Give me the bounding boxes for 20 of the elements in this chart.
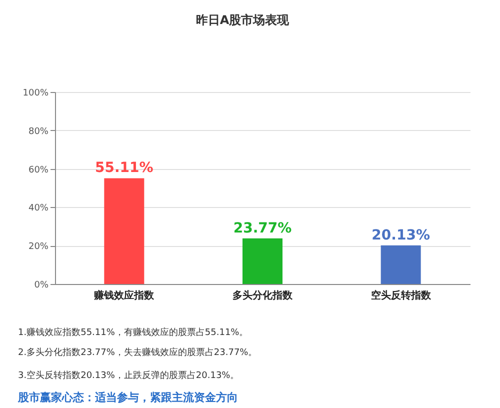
text: 股市赢家心态：适当参与，紧跟主流资金方向 [17,391,238,404]
chart-title: 昨日A股市场表现 [196,13,290,27]
x-tick-label: 赚钱效应指数 [93,290,156,302]
y-tick-label: 100% [22,88,49,98]
y-tick-label: 0% [34,280,49,290]
y-tick-label: 20% [28,242,49,252]
bar [380,245,421,284]
text: 2.多头分化指数23.77%，失去赚钱效应的股票占23.77%。 [18,347,258,358]
y-tick-label: 60% [28,165,49,176]
x-tick-label: 空头反转指数 [370,290,432,302]
text: 3.空头反转指数20.13%，止跌反弹的股票占20.13%。 [18,370,240,381]
x-tick-label: 多头分化指数 [232,290,294,302]
bar [242,238,282,284]
data-label: 23.77% [233,220,292,236]
y-tick-label: 80% [28,126,49,137]
data-label: 20.13% [372,227,430,244]
data-label: 55.11% [95,160,154,176]
text: 1.赚钱效应指数55.11%，有赚钱效应的股票占55.11%。 [18,327,248,338]
y-tick-label: 40% [28,204,49,214]
bar [104,178,144,284]
